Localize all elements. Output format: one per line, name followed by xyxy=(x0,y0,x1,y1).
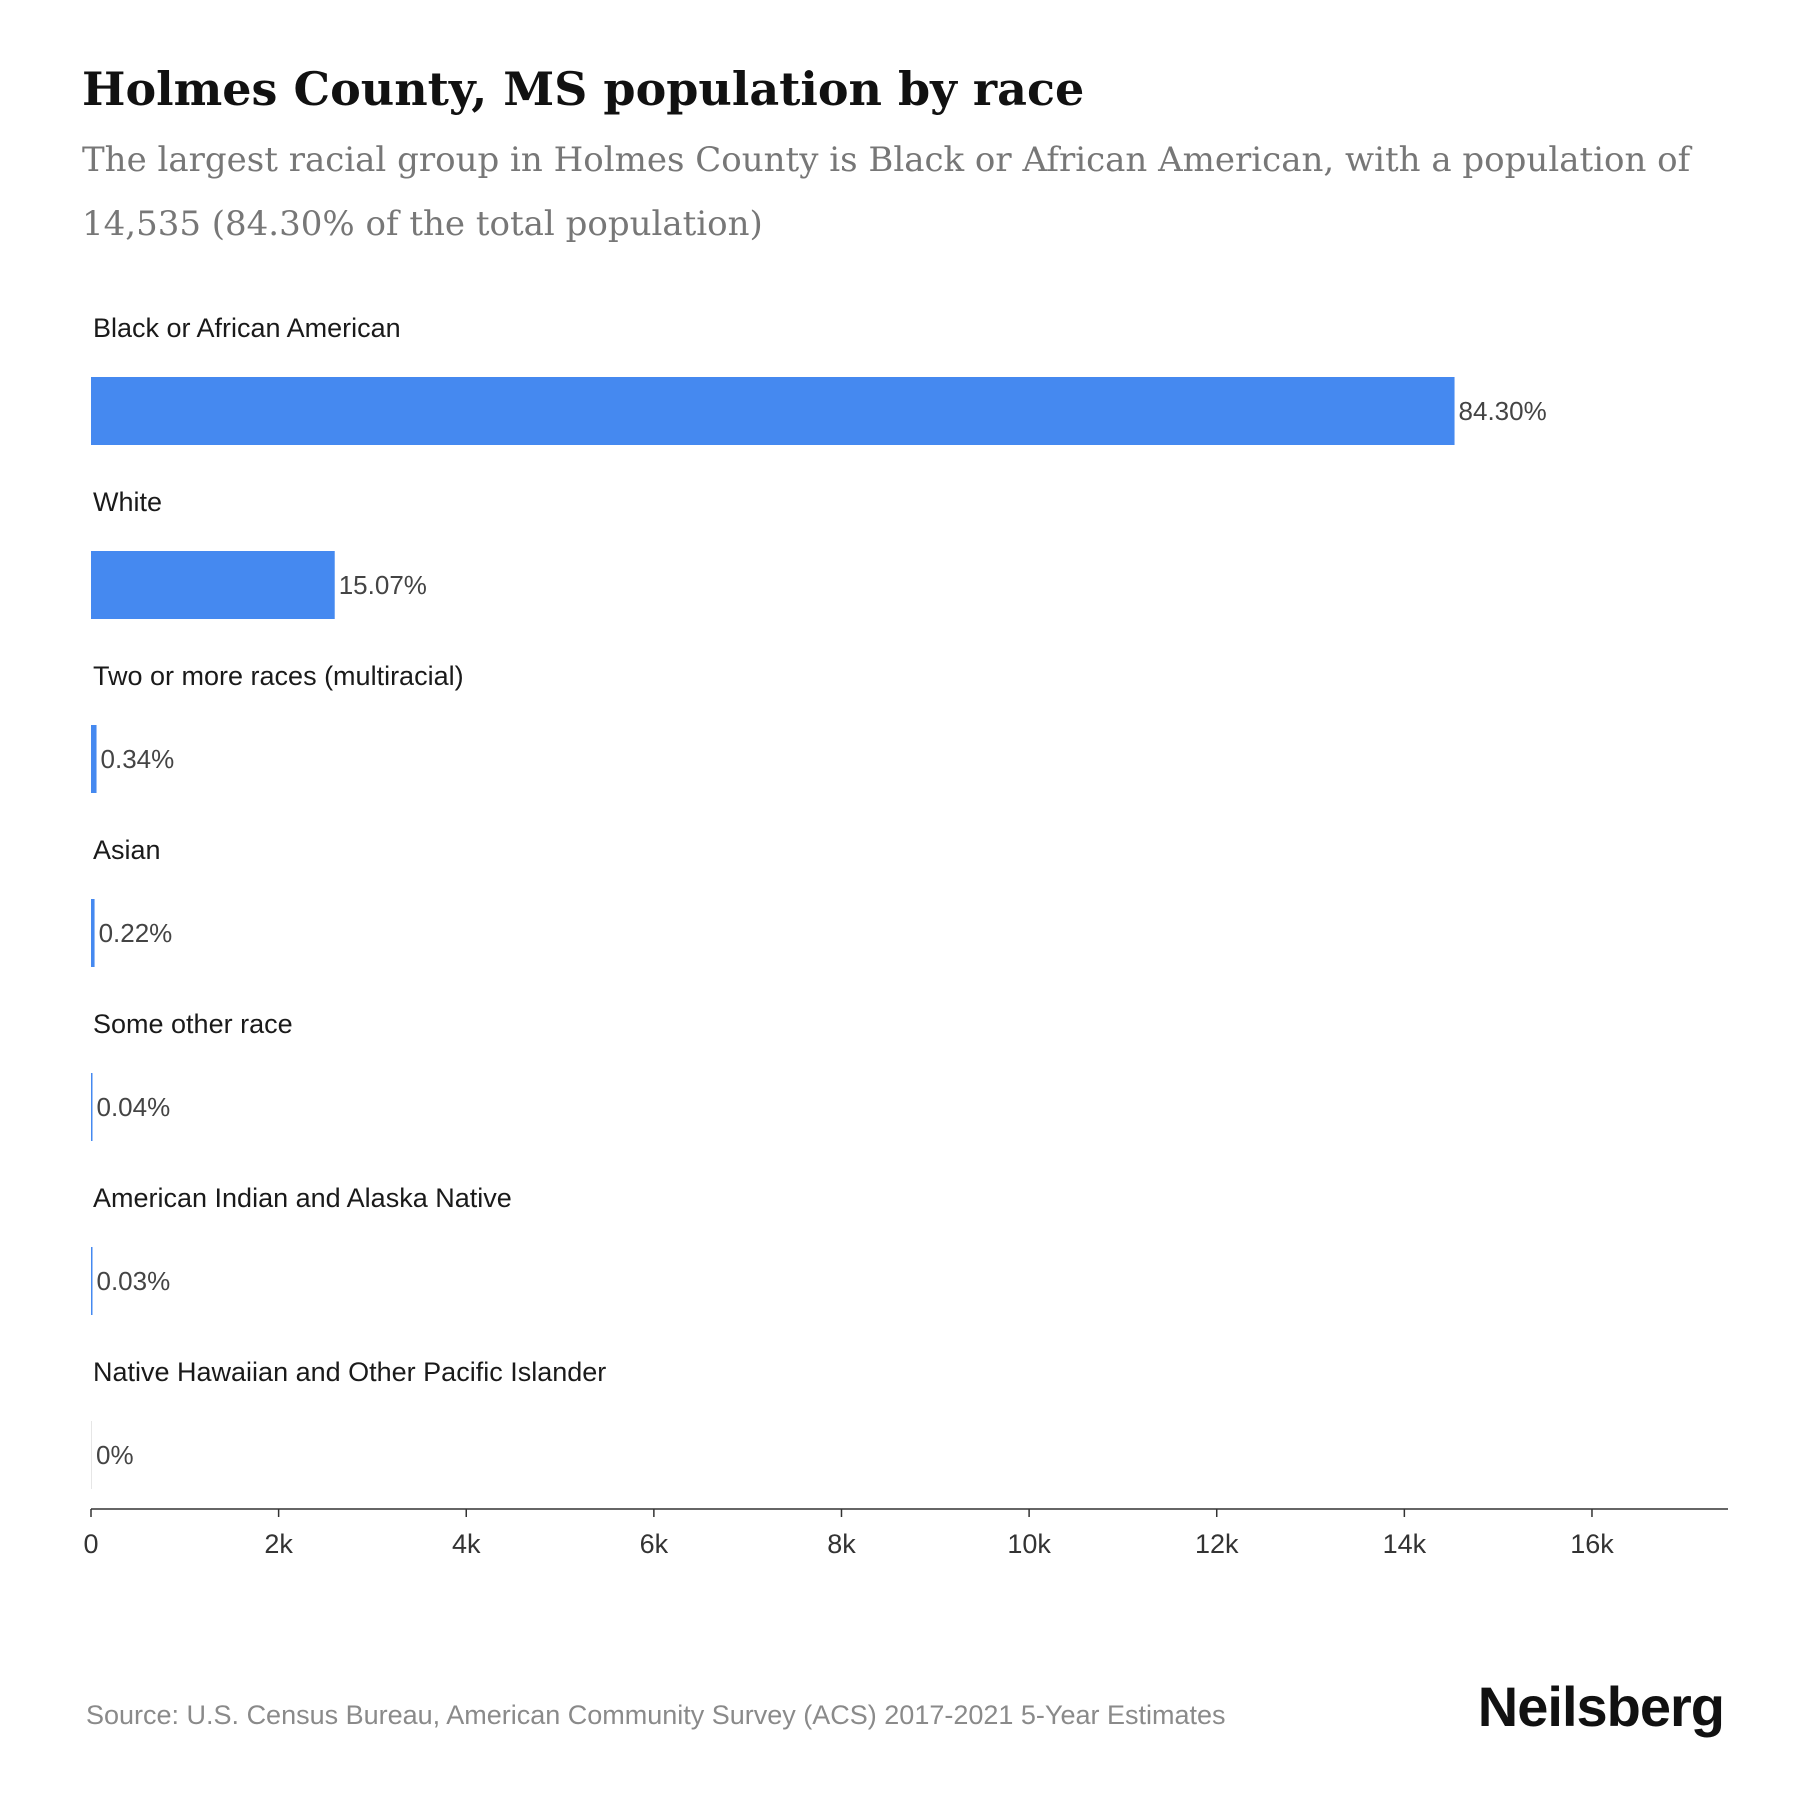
x-tick-label: 0 xyxy=(83,1529,98,1559)
x-tick-label: 2k xyxy=(264,1529,293,1559)
value-label: 0% xyxy=(96,1440,134,1470)
bar xyxy=(91,551,335,619)
x-tick-label: 16k xyxy=(1570,1529,1614,1559)
bar xyxy=(91,377,1455,445)
x-tick-label: 6k xyxy=(640,1529,669,1559)
category-label: American Indian and Alaska Native xyxy=(93,1183,512,1213)
x-tick-label: 4k xyxy=(452,1529,481,1559)
bar xyxy=(91,1247,93,1315)
bar xyxy=(91,899,95,967)
chart-subtitle: The largest racial group in Holmes Count… xyxy=(82,140,1691,244)
category-label: White xyxy=(93,487,162,517)
x-tick-label: 12k xyxy=(1195,1529,1239,1559)
x-tick-label: 14k xyxy=(1383,1529,1427,1559)
bar xyxy=(91,725,97,793)
category-label: Two or more races (multiracial) xyxy=(93,661,464,691)
category-label: Native Hawaiian and Other Pacific Island… xyxy=(93,1357,606,1387)
x-tick-label: 8k xyxy=(827,1529,856,1559)
value-label: 0.04% xyxy=(97,1092,171,1122)
value-label: 0.22% xyxy=(99,918,173,948)
category-label: Asian xyxy=(93,835,161,865)
bar xyxy=(91,1073,93,1141)
value-label: 84.30% xyxy=(1459,396,1547,426)
x-tick-label: 10k xyxy=(1007,1529,1051,1559)
source-note: Source: U.S. Census Bureau, American Com… xyxy=(86,1700,1226,1730)
value-label: 0.34% xyxy=(101,744,175,774)
brand-logo: Neilsberg xyxy=(1477,1675,1725,1738)
category-label: Black or African American xyxy=(93,313,401,343)
bar xyxy=(91,1421,92,1489)
chart-title: Holmes County, MS population by race xyxy=(82,62,1085,116)
category-label: Some other race xyxy=(93,1009,293,1039)
value-label: 15.07% xyxy=(339,570,427,600)
value-label: 0.03% xyxy=(97,1266,171,1296)
